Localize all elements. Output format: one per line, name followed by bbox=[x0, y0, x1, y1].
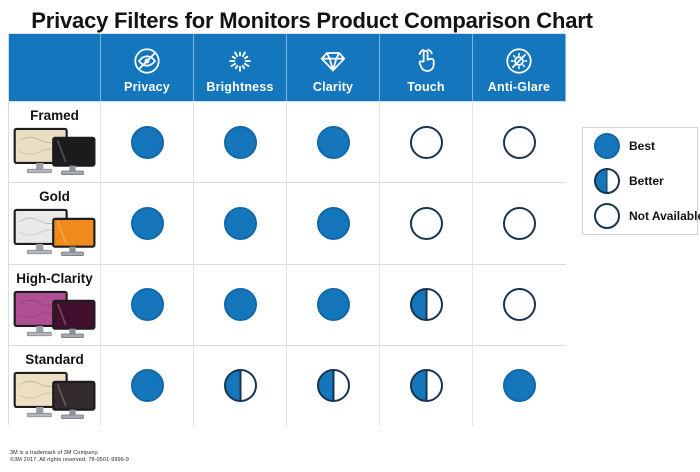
not-available-circle-icon bbox=[594, 203, 620, 229]
best-circle-icon bbox=[594, 133, 620, 159]
rating-better-circle-icon bbox=[409, 369, 443, 403]
rating-better-circle-icon bbox=[223, 369, 257, 403]
column-label-touch: Touch bbox=[407, 80, 445, 94]
rating-na-circle-icon bbox=[409, 125, 443, 159]
monitor-product-image bbox=[13, 290, 95, 338]
rating-best-circle-icon bbox=[130, 369, 164, 403]
legend-label-better: Better bbox=[629, 174, 664, 188]
rating-best-circle-icon bbox=[130, 125, 164, 159]
rating-cell bbox=[380, 263, 473, 345]
brightness-icon bbox=[229, 51, 251, 72]
rating-cell bbox=[287, 344, 380, 426]
legend: Best Better Not Available bbox=[582, 127, 700, 235]
column-label-brightness: Brightness bbox=[206, 80, 274, 94]
touch-icon bbox=[418, 48, 435, 72]
column-label-anti-glare: Anti-Glare bbox=[487, 80, 551, 94]
rating-cell bbox=[287, 182, 380, 264]
comparison-table: Privacy Brightness bbox=[8, 33, 566, 426]
rating-cell bbox=[101, 263, 194, 345]
rating-na-circle-icon bbox=[503, 125, 536, 159]
row-label-cell-standard: Standard bbox=[9, 344, 101, 426]
rating-cell bbox=[287, 101, 380, 183]
rating-cell bbox=[194, 182, 287, 264]
column-header-clarity: Clarity bbox=[287, 34, 380, 101]
rating-cell bbox=[194, 344, 287, 426]
rating-cell bbox=[287, 263, 380, 345]
rating-na-circle-icon bbox=[503, 206, 536, 240]
rating-best-circle-icon bbox=[316, 206, 350, 240]
row-label: High-Clarity bbox=[16, 270, 93, 286]
rating-cell bbox=[194, 101, 287, 183]
rating-cell bbox=[473, 263, 566, 345]
clarity-icon bbox=[320, 52, 346, 72]
monitor-product-image bbox=[13, 371, 95, 419]
footnote-line-2: ©3M 2017. All rights reserved. 78-0501-9… bbox=[10, 457, 129, 463]
rating-better-circle-icon bbox=[409, 288, 443, 322]
rating-cell bbox=[380, 101, 473, 183]
rating-cell bbox=[101, 182, 194, 264]
rating-best-circle-icon bbox=[130, 206, 164, 240]
rating-better-circle-icon bbox=[316, 369, 350, 403]
rating-cell bbox=[101, 344, 194, 426]
better-circle-icon bbox=[594, 168, 620, 194]
rating-cell bbox=[380, 344, 473, 426]
legend-item-best: Best bbox=[594, 133, 697, 159]
row-label: Framed bbox=[30, 108, 79, 123]
anti-glare-icon bbox=[506, 48, 532, 74]
row-label-cell-framed: Framed bbox=[9, 101, 101, 183]
header-corner-cell bbox=[9, 34, 101, 101]
rating-na-circle-icon bbox=[503, 288, 536, 322]
monitor-product-image bbox=[13, 209, 95, 257]
legend-label-best: Best bbox=[629, 139, 656, 153]
footnote-line-1: 3M is a trademark of 3M Company. bbox=[10, 450, 99, 456]
row-label: Standard bbox=[25, 351, 84, 367]
legend-label-not-available: Not Available bbox=[629, 209, 700, 223]
footnote: 3M is a trademark of 3M Company. ©3M 201… bbox=[10, 450, 129, 464]
rating-best-circle-icon bbox=[316, 288, 350, 322]
rating-best-circle-icon bbox=[223, 125, 257, 159]
monitor-product-image bbox=[13, 127, 95, 175]
column-header-brightness: Brightness bbox=[194, 34, 287, 101]
legend-item-not-available: Not Available bbox=[594, 203, 700, 229]
column-label-privacy: Privacy bbox=[124, 80, 170, 94]
rating-cell bbox=[473, 344, 566, 426]
row-label-cell-high-clarity: High-Clarity bbox=[9, 263, 101, 345]
rating-cell bbox=[101, 101, 194, 183]
rating-na-circle-icon bbox=[409, 206, 443, 240]
rating-best-circle-icon bbox=[316, 125, 350, 159]
legend-item-better: Better bbox=[594, 168, 697, 194]
rating-cell bbox=[194, 263, 287, 345]
rating-best-circle-icon bbox=[223, 206, 257, 240]
row-label-cell-gold: Gold bbox=[9, 182, 101, 264]
rating-best-circle-icon bbox=[130, 288, 164, 322]
rating-best-circle-icon bbox=[223, 288, 257, 322]
rating-cell bbox=[473, 182, 566, 264]
rating-cell bbox=[473, 101, 566, 183]
rating-cell bbox=[380, 182, 473, 264]
page-title: Privacy Filters for Monitors Product Com… bbox=[31, 8, 593, 33]
row-label: Gold bbox=[39, 189, 70, 205]
column-header-privacy: Privacy bbox=[101, 34, 194, 101]
column-label-clarity: Clarity bbox=[312, 80, 354, 94]
column-header-anti-glare: Anti-Glare bbox=[473, 34, 566, 101]
column-header-touch: Touch bbox=[380, 34, 473, 101]
privacy-icon bbox=[134, 48, 160, 74]
rating-best-circle-icon bbox=[503, 369, 536, 403]
